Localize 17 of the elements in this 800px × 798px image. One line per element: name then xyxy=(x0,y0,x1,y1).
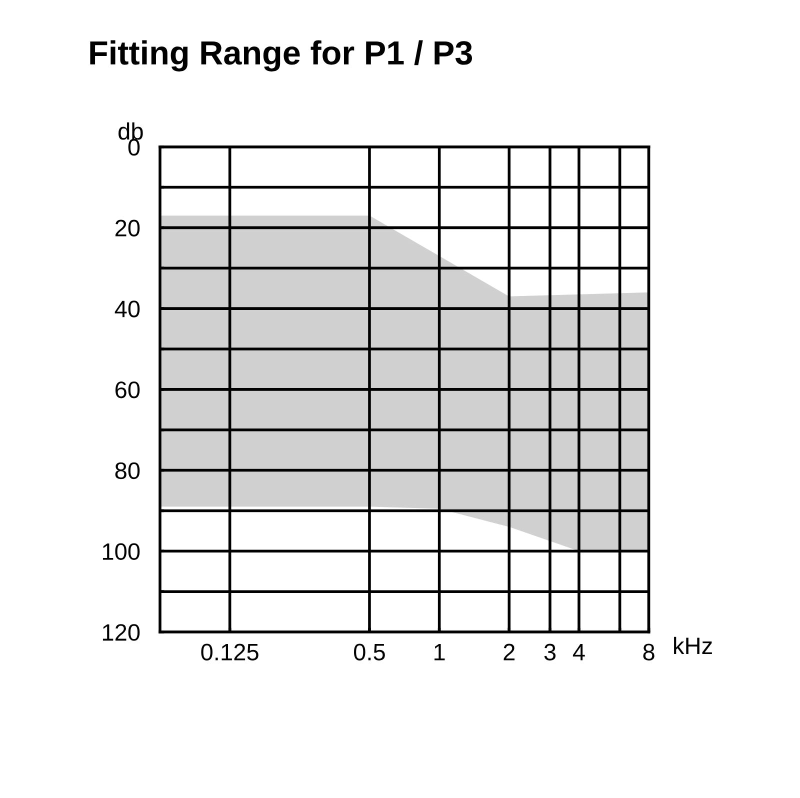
y-tick-label: 80 xyxy=(115,462,140,480)
y-tick-label: 40 xyxy=(114,300,140,318)
y-tick-label: 20 xyxy=(115,220,140,236)
chart-title: Fitting Range for P1 / P3 xyxy=(90,40,472,72)
x-tick-label: 4 xyxy=(572,644,585,660)
y-axis-title: db xyxy=(118,122,143,140)
x-axis-title: kHz xyxy=(674,636,712,654)
y-tick-label: 120 xyxy=(102,624,140,641)
x-tick-label: 0.125 xyxy=(201,644,258,660)
x-tick-label: 2 xyxy=(504,644,515,660)
x-tick-label: 1 xyxy=(434,644,445,660)
y-tick-label: 60 xyxy=(115,381,140,398)
x-tick-label: 8 xyxy=(643,644,654,660)
x-tick-label: 3 xyxy=(544,644,556,660)
y-tick-label: 0 xyxy=(128,138,140,156)
x-tick-label: 0.5 xyxy=(354,644,385,660)
y-tick-label: 100 xyxy=(102,543,140,560)
